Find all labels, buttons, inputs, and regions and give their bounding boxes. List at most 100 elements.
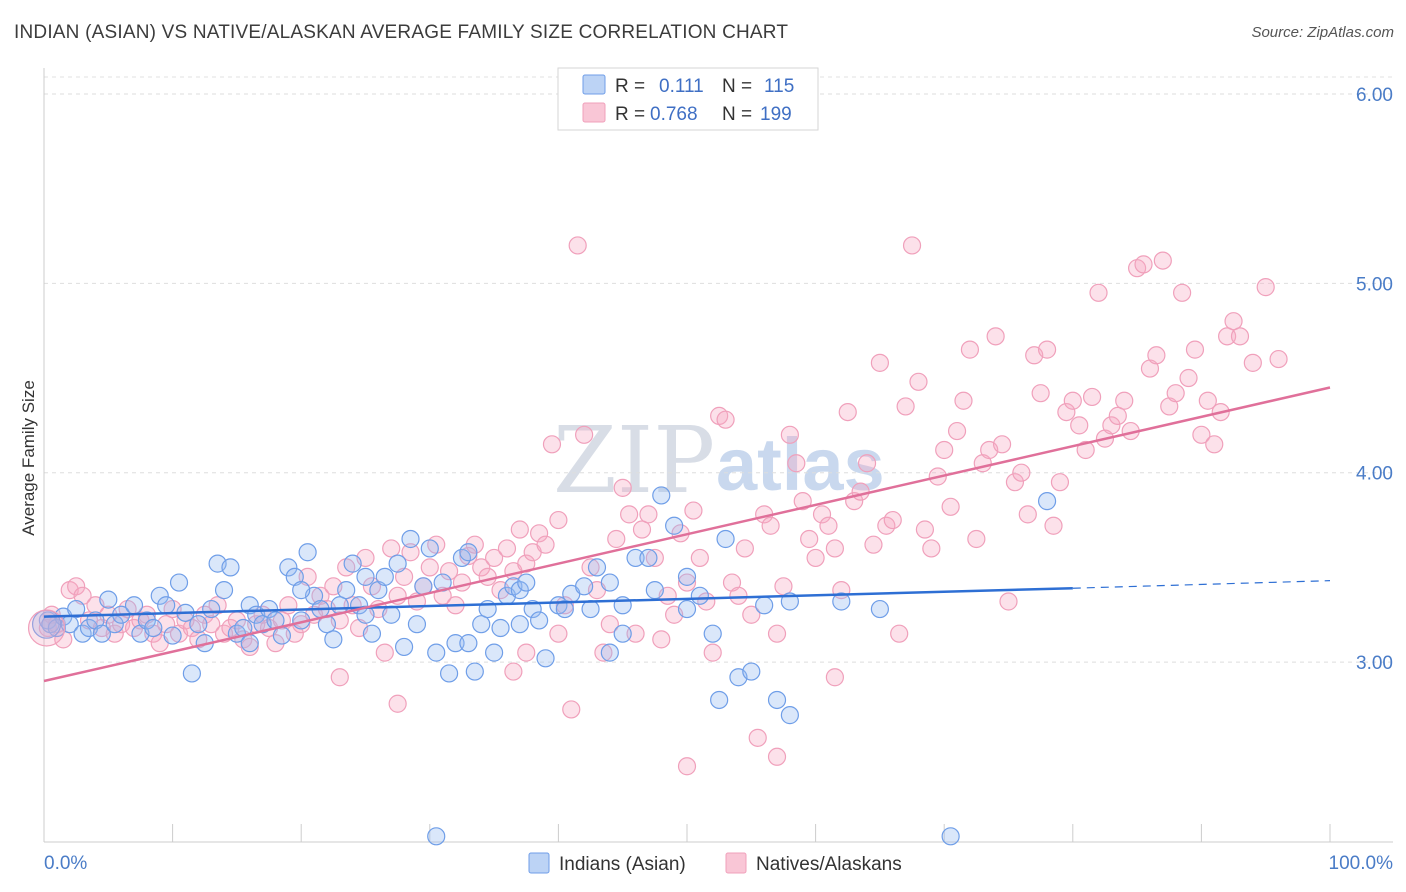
native-point-54 [382,539,401,558]
native-point-155 [1031,384,1050,403]
native-point-168 [1115,391,1134,410]
native-point-57 [401,543,420,562]
y-tick-label-0: 3.00 [1356,653,1393,674]
native-point-160 [1063,391,1082,410]
indian-point-24 [202,599,221,619]
native-point-91 [620,505,639,524]
native-point-182 [1205,435,1224,454]
native-point-135 [902,236,922,255]
native-point-164 [1089,283,1108,302]
legend-n-label-1: N = [722,104,752,125]
native-point-109 [735,539,754,558]
legend-n-label-0: N = [722,76,752,97]
indian-point-84 [626,548,645,568]
indian-point-62 [446,634,465,653]
top-legend: R = 0.111 N = 115 R = 0.768 N = 199 [557,67,819,131]
indian-point-56 [407,615,427,634]
native-point-115 [774,577,793,596]
native-point-159 [1057,403,1076,422]
legend-r-value-0: 0.111 [659,76,704,97]
indian-point-10 [99,590,118,609]
native-point-121 [812,505,832,524]
native-point-174 [1153,251,1172,270]
indian-point-97 [767,690,787,710]
native-point-127 [851,482,870,501]
native-point-67 [465,535,484,554]
native-point-120 [806,548,825,568]
native-point-180 [1192,425,1211,444]
indian-point-27 [221,558,240,577]
indian-point-5 [67,599,86,619]
native-point-190 [504,662,523,681]
indian-point-89 [677,567,697,586]
native-point-72 [497,539,517,558]
x-tick-right: 100.0% [1329,853,1394,874]
native-point-125 [838,403,857,422]
native-point-63 [439,562,459,581]
native-point-188 [1256,278,1275,297]
native-point-87 [594,643,613,662]
native-point-132 [883,510,902,530]
native-point-93 [632,520,652,539]
native-point-26 [202,615,221,634]
native-point-118 [793,492,812,511]
legend-n-value-1: 199 [760,104,792,125]
indian-point-49 [362,624,382,643]
native-point-123 [825,539,844,558]
native-point-104 [703,643,722,662]
native-point-189 [1269,349,1288,369]
native-point-111 [748,728,767,747]
native-point-143 [954,391,973,410]
native-point-129 [864,535,883,554]
native-point-166 [1102,416,1121,435]
native-point-94 [639,505,658,524]
legend-swatch-pink [582,102,606,123]
native-point-181 [1198,391,1217,410]
indian-point-30 [240,596,259,615]
native-point-101 [684,501,703,520]
native-point-141 [941,497,960,516]
native-point-102 [690,548,709,568]
indian-point-101 [1037,492,1057,511]
indian-point-68 [485,643,504,662]
native-point-195 [549,624,568,643]
native-point-162 [1076,440,1095,460]
native-point-82 [562,700,581,719]
indian-point-51 [375,567,394,586]
native-point-184 [1218,327,1237,346]
native-point-117 [787,454,806,473]
indian-point-45 [337,581,356,600]
indian-trend-extension [1072,580,1331,589]
indian-point-61 [439,664,459,683]
native-point-108 [729,586,748,605]
legend-n-value-0: 115 [764,76,794,97]
native-point-116 [780,425,799,444]
native-point-83 [568,236,587,255]
native-point-186 [1230,327,1250,346]
indian-point-110 [356,567,375,586]
native-point-130 [870,353,890,372]
y-tick-label-3: 6.00 [1356,85,1393,106]
chart-title: INDIAN (ASIAN) VS NATIVE/ALASKAN AVERAGE… [14,22,789,43]
native-point-122 [819,516,838,535]
native-point-53 [375,643,394,662]
indian-point-58 [420,539,439,558]
native-point-176 [1166,384,1185,403]
native-point-197 [388,694,407,713]
native-point-196 [330,668,349,687]
indian-point-55 [401,529,420,549]
native-point-149 [992,435,1012,454]
indian-point-17 [157,596,176,615]
indian-point-54 [394,637,414,657]
bottom-legend-label-0: Indians (Asian) [559,854,686,875]
y-tick-label-2: 5.00 [1356,274,1393,295]
indian-point-98 [780,706,799,725]
native-point-157 [1044,516,1063,535]
indian-point-64 [459,543,478,562]
native-point-70 [485,548,504,568]
native-point-60 [420,558,439,577]
native-point-cluster [27,609,66,647]
native-point-142 [947,421,967,441]
indian-point-92 [710,690,729,710]
indian-point-91 [703,624,722,643]
